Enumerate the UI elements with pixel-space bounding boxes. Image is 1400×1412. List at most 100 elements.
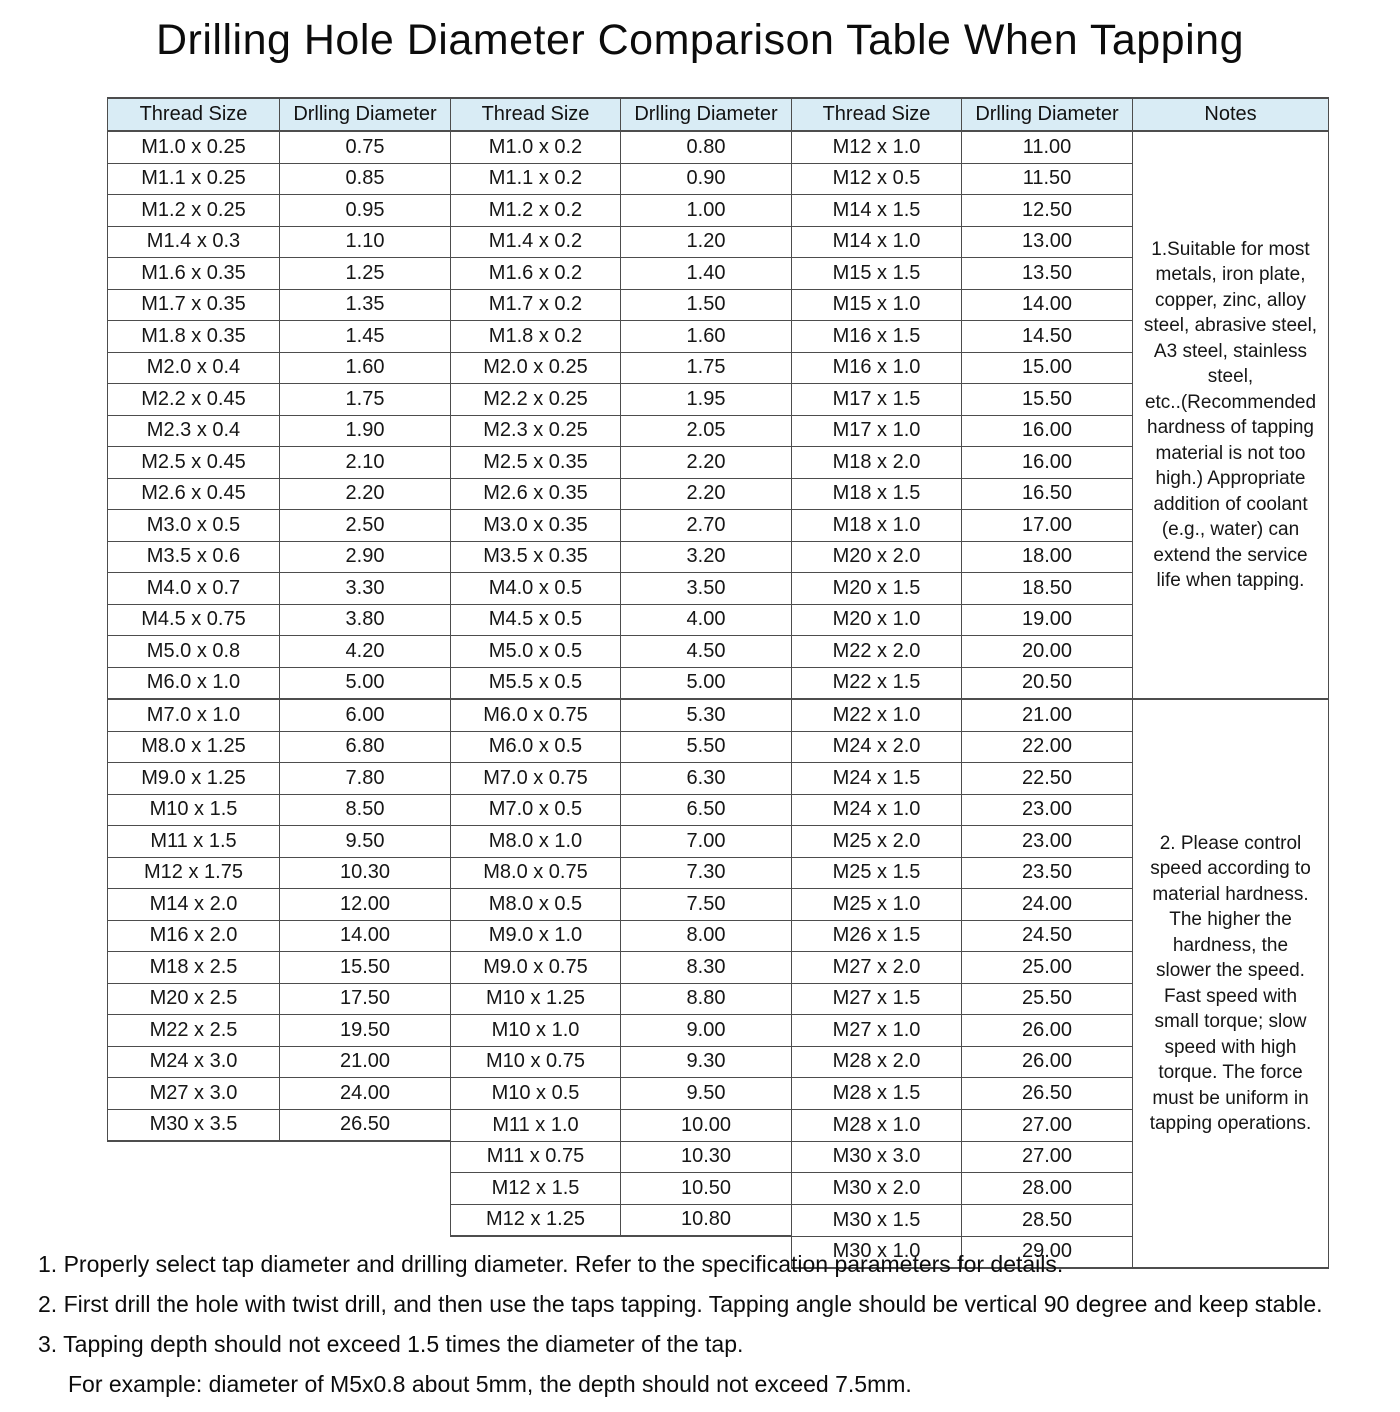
drill-diameter-cell: 22.00 <box>961 730 1133 763</box>
table-row: M1.6 x 0.35 1.25 M1.6 x 0.2 1.40 M15 x 1.5 13… <box>107 257 1329 290</box>
drill-diameter-cell: 19.00 <box>961 603 1133 636</box>
drill-diameter-cell: 5.00 <box>620 666 792 700</box>
table-row: M2.5 x 0.45 2.10 M2.5 x 0.35 2.20 M18 x 2.0 1… <box>107 446 1329 479</box>
table-row: M16 x 2.0 14.00 M9.0 x 1.0 8.00 M26 x 1.5 24.… <box>107 919 1329 952</box>
empty-cell <box>280 1173 451 1205</box>
table-row: M2.0 x 0.4 1.60 M2.0 x 0.25 1.75 M16 x 1.0 15… <box>107 351 1329 384</box>
drill-diameter-cell: 14.50 <box>961 320 1133 353</box>
drill-diameter-cell: 6.30 <box>620 762 792 795</box>
drill-diameter-cell: 26.00 <box>961 1045 1133 1078</box>
thread-size-cell: M10 x 0.5 <box>450 1077 621 1110</box>
thread-size-cell: M1.6 x 0.2 <box>450 257 621 290</box>
drill-diameter-cell: 1.95 <box>620 383 792 416</box>
thread-size-cell: M18 x 2.5 <box>107 951 280 984</box>
drill-diameter-cell: 9.50 <box>620 1077 792 1110</box>
drill-diameter-cell: 23.00 <box>961 825 1133 858</box>
thread-size-cell: M22 x 1.0 <box>791 698 962 732</box>
footnote: For example: diameter of M5x0.8 about 5m… <box>68 1371 912 1397</box>
drill-diameter-cell: 15.50 <box>961 383 1133 416</box>
thread-size-cell: M12 x 1.25 <box>450 1203 621 1237</box>
thread-size-cell: M5.0 x 0.8 <box>107 635 280 668</box>
drill-diameter-cell: 16.00 <box>961 446 1133 479</box>
drill-diameter-cell: 4.00 <box>620 603 792 636</box>
drill-diameter-cell: 2.20 <box>279 477 451 510</box>
thread-size-cell: M1.0 x 0.25 <box>107 130 280 164</box>
drill-diameter-cell: 25.00 <box>961 951 1133 984</box>
drill-diameter-cell: 2.20 <box>620 477 792 510</box>
thread-size-cell: M27 x 2.0 <box>791 951 962 984</box>
table-row: M12 x 1.25 10.80 M30 x 1.5 28.50 <box>108 1203 1329 1237</box>
column-header: Drlling Diameter <box>279 97 451 132</box>
drill-diameter-cell: 4.20 <box>279 635 451 668</box>
thread-size-cell: M4.5 x 0.75 <box>107 603 280 636</box>
drill-diameter-cell: 4.50 <box>620 635 792 668</box>
thread-size-cell: M1.6 x 0.35 <box>107 257 280 290</box>
thread-size-cell: M1.4 x 0.2 <box>450 225 621 258</box>
thread-size-cell: M1.1 x 0.25 <box>107 162 280 195</box>
drill-diameter-cell: 8.30 <box>620 951 792 984</box>
thread-size-cell: M2.5 x 0.35 <box>450 446 621 479</box>
thread-size-cell: M20 x 2.5 <box>107 982 280 1015</box>
thread-size-cell: M14 x 1.5 <box>791 194 962 227</box>
thread-size-cell: M28 x 2.0 <box>791 1045 962 1078</box>
drill-diameter-cell: 15.50 <box>279 951 451 984</box>
thread-size-cell: M1.0 x 0.2 <box>450 130 621 164</box>
thread-size-cell: M4.5 x 0.5 <box>450 603 621 636</box>
drill-diameter-cell: 1.50 <box>620 288 792 321</box>
thread-size-cell: M1.8 x 0.35 <box>107 320 280 353</box>
table-row: M5.0 x 0.8 4.20 M5.0 x 0.5 4.50 M22 x 2.0 20.… <box>107 635 1329 668</box>
drill-diameter-cell: 1.45 <box>279 320 451 353</box>
drill-diameter-cell: 7.80 <box>279 762 451 795</box>
thread-size-cell: M11 x 1.5 <box>107 825 280 858</box>
drill-diameter-cell: 0.90 <box>620 162 792 195</box>
drill-diameter-cell: 15.00 <box>961 351 1133 384</box>
drill-diameter-cell: 24.00 <box>961 888 1133 921</box>
drill-diameter-cell: 1.60 <box>279 351 451 384</box>
drill-diameter-cell: 12.50 <box>961 194 1133 227</box>
drill-diameter-cell: 9.50 <box>279 825 451 858</box>
thread-size-cell: M27 x 1.5 <box>791 982 962 1015</box>
thread-size-cell: M9.0 x 1.25 <box>107 762 280 795</box>
drill-diameter-cell: 1.20 <box>620 225 792 258</box>
drill-diameter-cell: 1.35 <box>279 288 451 321</box>
drill-diameter-cell: 22.50 <box>961 762 1133 795</box>
drill-diameter-cell: 1.25 <box>279 257 451 290</box>
drill-diameter-cell: 2.50 <box>279 509 451 542</box>
drill-diameter-cell: 10.00 <box>620 1108 792 1142</box>
thread-size-cell: M12 x 1.5 <box>450 1172 621 1205</box>
thread-size-cell: M12 x 1.75 <box>107 856 280 889</box>
thread-size-cell: M12 x 0.5 <box>791 162 962 195</box>
thread-size-cell: M1.2 x 0.25 <box>107 194 280 227</box>
column-header: Drlling Diameter <box>620 97 792 132</box>
thread-size-cell: M30 x 2.0 <box>791 1172 962 1205</box>
drill-diameter-cell: 23.00 <box>961 793 1133 826</box>
drill-diameter-cell: 2.70 <box>620 509 792 542</box>
drill-diameter-cell: 10.50 <box>620 1172 792 1205</box>
thread-size-cell: M7.0 x 0.75 <box>450 762 621 795</box>
thread-size-cell: M8.0 x 0.5 <box>450 888 621 921</box>
drill-diameter-cell: 12.00 <box>279 888 451 921</box>
thread-size-cell: M5.5 x 0.5 <box>450 666 621 700</box>
table-row: M8.0 x 1.25 6.80 M6.0 x 0.5 5.50 M24 x 2.0 22… <box>107 730 1329 763</box>
drill-diameter-cell: 0.75 <box>279 130 451 164</box>
thread-size-cell: M27 x 1.0 <box>791 1014 962 1047</box>
table-row: M12 x 1.75 10.30 M8.0 x 0.75 7.30 M25 x 1.5 2… <box>107 856 1329 889</box>
table-row: M14 x 2.0 12.00 M8.0 x 0.5 7.50 M25 x 1.0 24.… <box>107 888 1329 921</box>
thread-size-cell: M9.0 x 0.75 <box>450 951 621 984</box>
table-row: M1.1 x 0.25 0.85 M1.1 x 0.2 0.90 M12 x 0.5 11… <box>107 162 1329 195</box>
thread-size-cell: M2.0 x 0.25 <box>450 351 621 384</box>
column-header: Drlling Diameter <box>961 97 1133 132</box>
drill-diameter-cell: 18.50 <box>961 572 1133 605</box>
drill-diameter-cell: 17.50 <box>279 982 451 1015</box>
thread-size-cell: M17 x 1.0 <box>791 414 962 447</box>
table-row: M27 x 3.0 24.00 M10 x 0.5 9.50 M28 x 1.5 26.5… <box>107 1077 1329 1110</box>
thread-size-cell: M25 x 1.5 <box>791 856 962 889</box>
notes-cell: 2. Please control speed according to mat… <box>1132 698 1329 1269</box>
footnote: 2. First drill the hole with twist drill… <box>38 1291 1323 1317</box>
drill-diameter-cell: 18.00 <box>961 540 1133 573</box>
drill-diameter-cell: 26.50 <box>961 1077 1133 1110</box>
drill-diameter-cell: 26.50 <box>279 1108 451 1142</box>
drill-diameter-cell: 27.00 <box>961 1108 1133 1142</box>
thread-size-cell: M22 x 2.5 <box>107 1014 280 1047</box>
thread-size-cell: M20 x 2.0 <box>791 540 962 573</box>
